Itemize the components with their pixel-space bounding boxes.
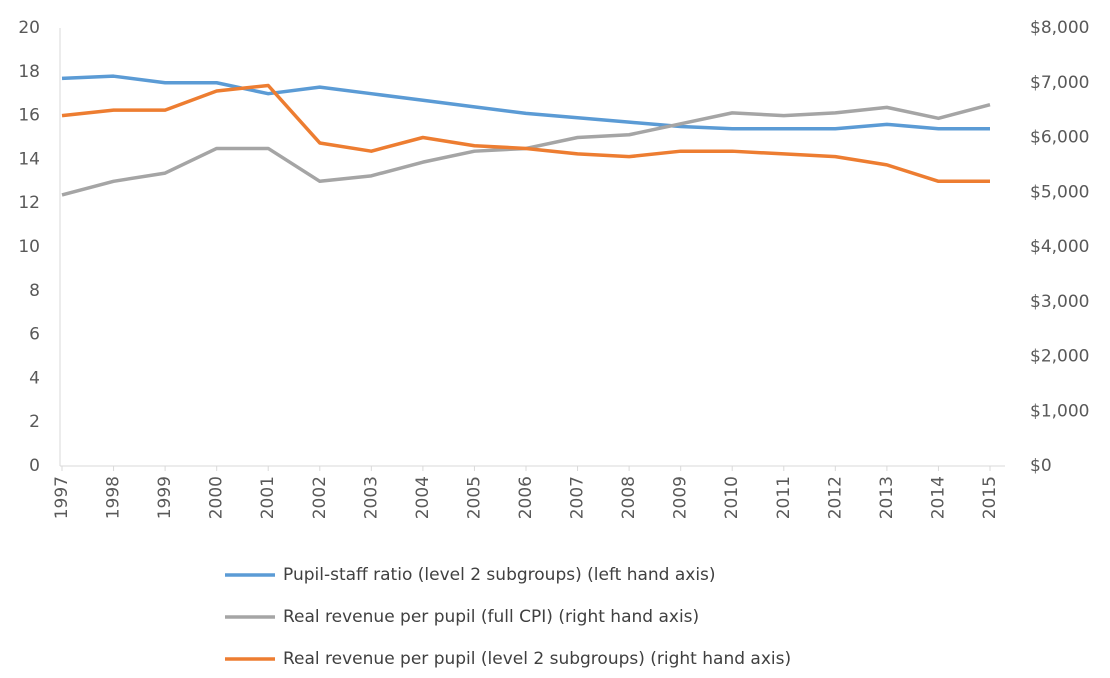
y2-tick-label: $2,000 bbox=[1030, 347, 1089, 367]
y2-tick-label: $1,000 bbox=[1030, 401, 1089, 421]
x-tick-label: 2014 bbox=[928, 476, 948, 519]
x-tick-label: 2008 bbox=[619, 476, 639, 519]
y2-tick-label: $4,000 bbox=[1030, 237, 1089, 257]
y-tick-label: 18 bbox=[18, 62, 40, 82]
x-tick-label: 2005 bbox=[464, 476, 484, 519]
y-tick-label: 6 bbox=[29, 325, 40, 345]
x-tick-label: 2007 bbox=[568, 476, 588, 519]
x-tick-label: 2015 bbox=[980, 476, 1000, 519]
y-tick-label: 0 bbox=[29, 456, 40, 476]
x-tick-label: 1998 bbox=[104, 476, 124, 519]
legend-text: Real revenue per pupil (level 2 subgroup… bbox=[283, 649, 791, 669]
x-tick-label: 2003 bbox=[361, 476, 381, 519]
x-tick-label: 1999 bbox=[155, 476, 175, 519]
legend-text: Real revenue per pupil (full CPI) (right… bbox=[283, 607, 699, 627]
y-tick-label: 12 bbox=[18, 193, 40, 213]
x-tick-label: 2010 bbox=[722, 476, 742, 519]
series-line bbox=[61, 83, 990, 184]
x-tick-label: 2002 bbox=[310, 476, 330, 519]
y-tick-label: 16 bbox=[18, 106, 40, 126]
x-tick-label: 2004 bbox=[413, 476, 433, 519]
y2-tick-label: $8,000 bbox=[1030, 18, 1089, 38]
x-tick-label: 2012 bbox=[825, 476, 845, 519]
legend-text: Pupil-staff ratio (level 2 subgroups) (l… bbox=[283, 565, 716, 585]
x-tick-label: 2006 bbox=[516, 476, 536, 519]
y-tick-label: 4 bbox=[29, 368, 40, 388]
x-tick-label: 2009 bbox=[671, 476, 691, 519]
y-tick-label: 2 bbox=[29, 412, 40, 432]
x-tick-label: 2013 bbox=[877, 476, 897, 519]
x-tick-label: 2000 bbox=[207, 476, 227, 519]
x-tick-label: 2001 bbox=[258, 476, 278, 519]
y2-tick-label: $0 bbox=[1030, 456, 1052, 476]
y-tick-label: 20 bbox=[18, 18, 40, 38]
y2-tick-label: $3,000 bbox=[1030, 292, 1089, 312]
y2-tick-label: $6,000 bbox=[1030, 128, 1089, 148]
y-tick-label: 8 bbox=[29, 281, 40, 301]
y2-tick-label: $7,000 bbox=[1030, 73, 1089, 93]
y2-tick-label: $5,000 bbox=[1030, 182, 1089, 202]
x-tick-label: 2011 bbox=[774, 476, 794, 519]
y-tick-label: 14 bbox=[18, 149, 40, 169]
y-tick-label: 10 bbox=[18, 237, 40, 257]
x-tick-label: 1997 bbox=[52, 476, 72, 519]
series-line bbox=[61, 74, 990, 131]
